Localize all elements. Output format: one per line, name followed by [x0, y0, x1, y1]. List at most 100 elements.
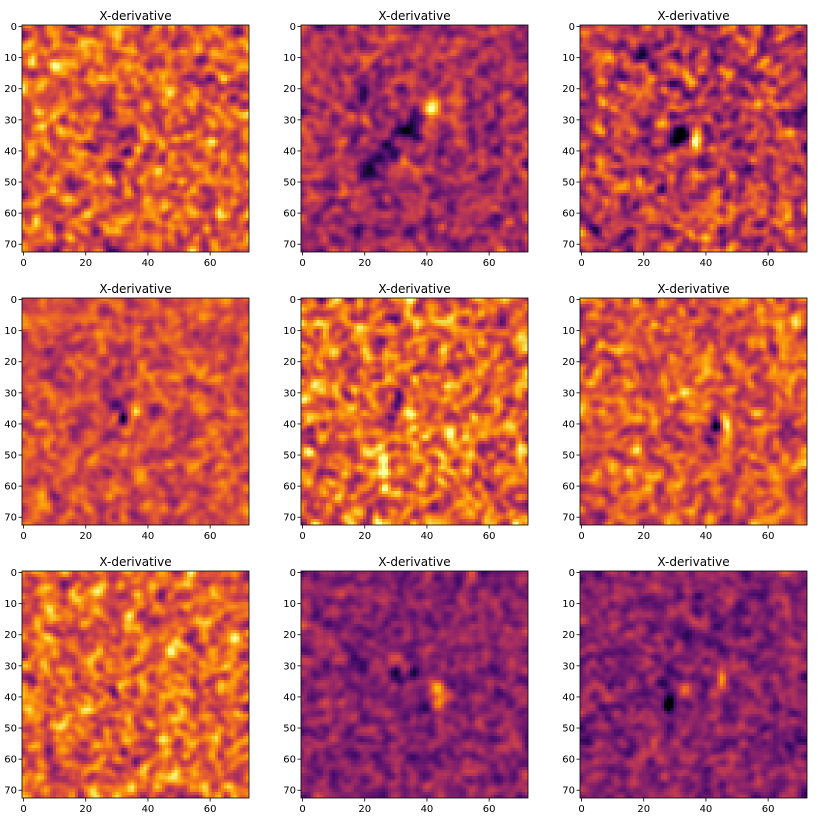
y-tick-label: 70 — [4, 513, 17, 524]
x-tick-label: 60 — [204, 531, 217, 542]
y-tick-label: 20 — [283, 84, 296, 95]
y-tick-label: 60 — [562, 482, 575, 493]
y-tick-label: 10 — [283, 599, 296, 610]
x-tick-label: 60 — [204, 804, 217, 815]
y-tick-label: 10 — [562, 326, 575, 337]
x-tick-label: 40 — [421, 804, 434, 815]
y-tick-label: 70 — [283, 513, 296, 524]
y-tick-label: 70 — [4, 240, 17, 251]
x-tick-label: 20 — [637, 804, 650, 815]
y-tick-label: 20 — [4, 630, 17, 641]
y-tick-label: 40 — [283, 692, 296, 703]
x-tick-label: 60 — [762, 804, 775, 815]
y-tick-label: 10 — [562, 53, 575, 64]
y-tick-label: 50 — [4, 451, 17, 462]
y-tick-label: 60 — [562, 209, 575, 220]
heatmap-image — [580, 25, 807, 252]
x-tick-label: 60 — [762, 258, 775, 269]
y-tick-label: 10 — [562, 599, 575, 610]
y-tick-label: 20 — [562, 630, 575, 641]
heatmap-image — [580, 571, 807, 798]
y-tick-label: 60 — [283, 755, 296, 766]
x-tick-label: 0 — [20, 258, 26, 269]
y-tick-label: 0 — [569, 568, 575, 579]
x-tick-label: 60 — [483, 531, 496, 542]
axes-frame — [579, 570, 808, 799]
y-tick-label: 0 — [569, 22, 575, 33]
y-tick-label: 20 — [4, 357, 17, 368]
subplot-title: X-derivative — [99, 9, 171, 23]
axes-frame — [300, 24, 529, 253]
y-tick-label: 60 — [283, 209, 296, 220]
x-tick-label: 60 — [204, 258, 217, 269]
x-tick-label: 20 — [79, 258, 92, 269]
x-tick-label: 40 — [421, 531, 434, 542]
subplot-7: X-derivative 0 20 40 60 0 10 20 30 40 50 60 70 — [4, 555, 250, 815]
x-tick-label: 20 — [358, 804, 371, 815]
y-tick-label: 0 — [290, 295, 296, 306]
y-tick-label: 70 — [283, 786, 296, 797]
y-tick-label: 40 — [562, 692, 575, 703]
y-tick-label: 10 — [283, 53, 296, 64]
x-tick-label: 20 — [637, 258, 650, 269]
x-tick-label: 0 — [20, 531, 26, 542]
y-tick-label: 20 — [283, 630, 296, 641]
y-tick-label: 0 — [11, 22, 17, 33]
subplot-title: X-derivative — [99, 282, 171, 296]
x-tick-label: 20 — [358, 531, 371, 542]
subplot-8: X-derivative 0 20 40 60 0 10 20 30 40 50 60 70 — [283, 555, 529, 815]
y-tick-label: 20 — [562, 357, 575, 368]
x-tick-label: 60 — [483, 258, 496, 269]
axes-frame — [21, 570, 250, 799]
subplot-title: X-derivative — [99, 555, 171, 569]
heatmap-image — [301, 298, 528, 525]
y-tick-label: 70 — [562, 786, 575, 797]
subplot-title: X-derivative — [657, 9, 729, 23]
y-tick-label: 50 — [4, 724, 17, 735]
y-tick-label: 10 — [4, 326, 17, 337]
x-tick-label: 0 — [299, 531, 305, 542]
subplot-9: X-derivative 0 20 40 60 0 10 20 30 40 50 60 70 — [562, 555, 808, 815]
subplot-4: X-derivative 0 20 40 60 0 10 20 30 40 50 60 70 — [4, 282, 250, 542]
axes-frame — [21, 297, 250, 526]
y-tick-label: 30 — [283, 115, 296, 126]
y-tick-label: 40 — [283, 419, 296, 430]
heatmap-image — [301, 25, 528, 252]
subplot-5: X-derivative 0 20 40 60 0 10 20 30 40 50 60 70 — [283, 282, 529, 542]
y-tick-label: 50 — [283, 178, 296, 189]
x-tick-label: 40 — [142, 531, 155, 542]
y-tick-label: 70 — [4, 786, 17, 797]
y-tick-label: 30 — [4, 115, 17, 126]
x-tick-label: 20 — [637, 531, 650, 542]
axes-frame — [300, 297, 529, 526]
y-tick-label: 70 — [562, 513, 575, 524]
x-tick-label: 0 — [578, 258, 584, 269]
x-tick-label: 0 — [299, 258, 305, 269]
x-tick-label: 40 — [700, 531, 713, 542]
y-tick-label: 60 — [4, 482, 17, 493]
y-tick-label: 60 — [4, 209, 17, 220]
x-tick-label: 0 — [20, 804, 26, 815]
y-tick-label: 60 — [283, 482, 296, 493]
x-tick-label: 60 — [483, 804, 496, 815]
subplot-1: X-derivative 0 20 40 60 0 10 20 30 40 50 60 70 — [4, 9, 250, 269]
y-tick-label: 50 — [283, 724, 296, 735]
y-tick-label: 30 — [283, 388, 296, 399]
x-tick-label: 20 — [79, 804, 92, 815]
y-tick-label: 50 — [4, 178, 17, 189]
y-tick-label: 20 — [283, 357, 296, 368]
y-tick-label: 20 — [562, 84, 575, 95]
x-tick-label: 40 — [700, 258, 713, 269]
y-tick-label: 50 — [283, 451, 296, 462]
x-tick-label: 0 — [299, 804, 305, 815]
y-tick-label: 0 — [290, 568, 296, 579]
heatmap-image — [22, 298, 249, 525]
y-tick-label: 10 — [4, 53, 17, 64]
y-tick-label: 30 — [4, 388, 17, 399]
x-tick-label: 20 — [358, 258, 371, 269]
x-tick-label: 40 — [421, 258, 434, 269]
y-tick-label: 40 — [4, 692, 17, 703]
y-tick-label: 0 — [569, 295, 575, 306]
